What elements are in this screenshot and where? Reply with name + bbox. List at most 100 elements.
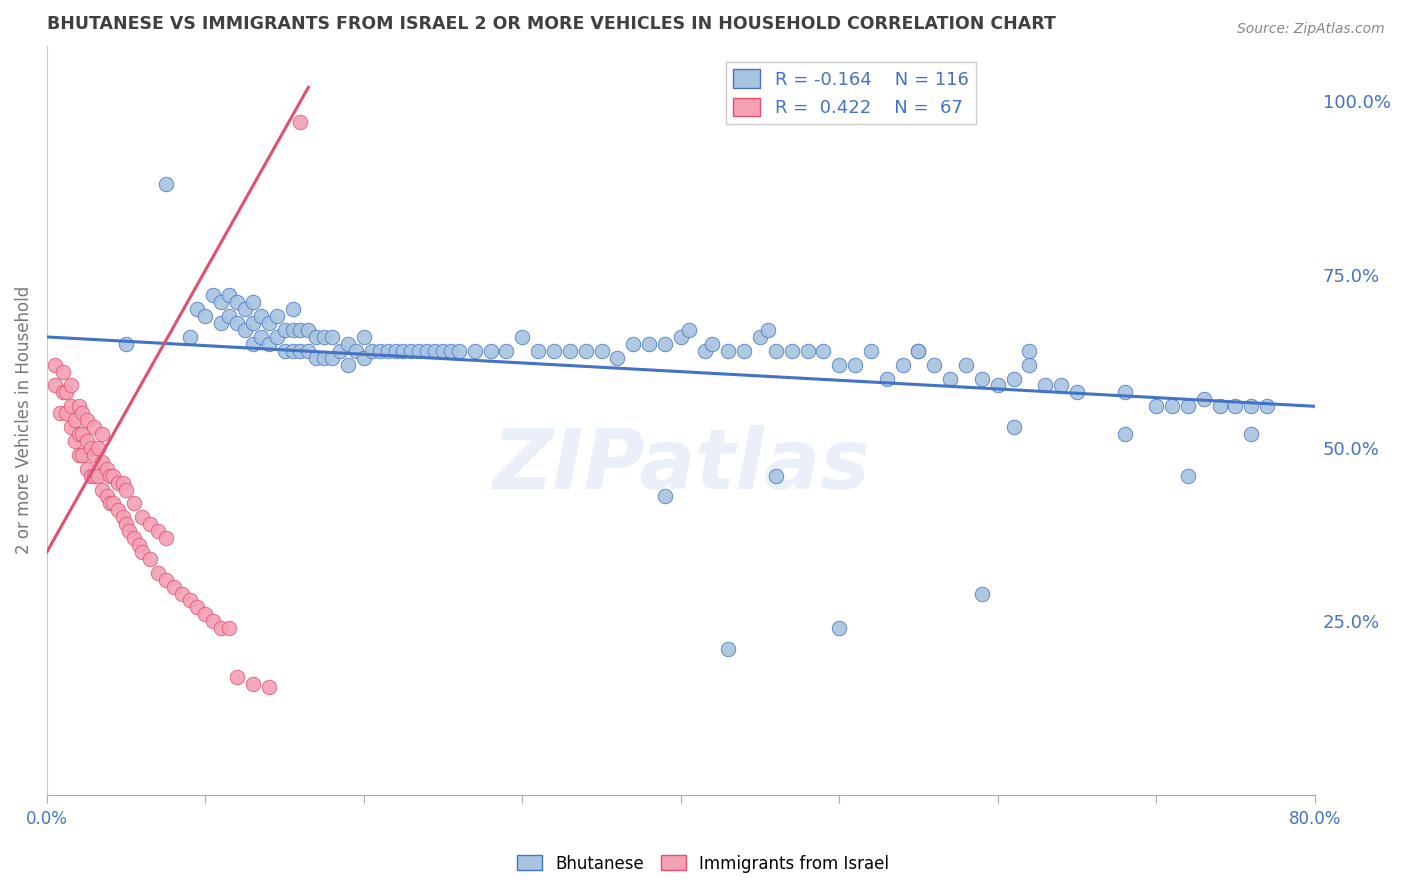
- Point: [131, 510, 153, 524]
- Point: [558, 343, 581, 358]
- Point: [1161, 399, 1184, 413]
- Point: [290, 115, 312, 129]
- Point: [290, 323, 312, 337]
- Point: [669, 330, 692, 344]
- Point: [290, 343, 312, 358]
- Point: [1144, 399, 1167, 413]
- Point: [273, 323, 295, 337]
- Point: [717, 642, 740, 657]
- Point: [55, 385, 77, 400]
- Point: [107, 503, 129, 517]
- Point: [606, 351, 628, 365]
- Point: [765, 343, 787, 358]
- Point: [765, 468, 787, 483]
- Point: [59, 378, 82, 392]
- Point: [717, 343, 740, 358]
- Point: [146, 566, 169, 580]
- Point: [111, 475, 134, 490]
- Point: [907, 343, 929, 358]
- Point: [48, 406, 70, 420]
- Point: [70, 427, 93, 442]
- Point: [693, 343, 716, 358]
- Point: [44, 358, 66, 372]
- Point: [202, 615, 225, 629]
- Point: [360, 343, 382, 358]
- Point: [314, 330, 336, 344]
- Point: [987, 378, 1010, 392]
- Point: [186, 600, 208, 615]
- Point: [115, 337, 138, 351]
- Point: [859, 343, 882, 358]
- Point: [242, 676, 264, 690]
- Point: [86, 468, 108, 483]
- Point: [344, 343, 367, 358]
- Point: [96, 461, 118, 475]
- Point: [1002, 420, 1025, 434]
- Point: [1256, 399, 1278, 413]
- Point: [1177, 399, 1199, 413]
- Point: [170, 586, 193, 600]
- Point: [495, 343, 517, 358]
- Point: [209, 295, 232, 310]
- Point: [377, 343, 399, 358]
- Point: [103, 468, 125, 483]
- Point: [65, 413, 87, 427]
- Point: [891, 358, 914, 372]
- Point: [111, 510, 134, 524]
- Point: [924, 358, 946, 372]
- Point: [796, 343, 818, 358]
- Point: [139, 552, 162, 566]
- Point: [1002, 371, 1025, 385]
- Point: [202, 288, 225, 302]
- Point: [128, 538, 150, 552]
- Point: [98, 468, 121, 483]
- Point: [423, 343, 446, 358]
- Point: [59, 420, 82, 434]
- Point: [305, 351, 328, 365]
- Point: [103, 496, 125, 510]
- Point: [321, 351, 343, 365]
- Point: [218, 621, 240, 635]
- Point: [218, 288, 240, 302]
- Point: [970, 371, 993, 385]
- Y-axis label: 2 or more Vehicles in Household: 2 or more Vehicles in Household: [15, 286, 32, 554]
- Point: [1114, 385, 1136, 400]
- Point: [242, 316, 264, 330]
- Point: [384, 343, 406, 358]
- Point: [209, 621, 232, 635]
- Text: ZIPatlas: ZIPatlas: [492, 425, 870, 506]
- Point: [91, 455, 114, 469]
- Point: [297, 323, 319, 337]
- Point: [266, 309, 288, 323]
- Point: [226, 316, 249, 330]
- Point: [1114, 427, 1136, 442]
- Point: [1066, 385, 1088, 400]
- Point: [266, 330, 288, 344]
- Point: [233, 302, 256, 317]
- Point: [273, 343, 295, 358]
- Point: [1208, 399, 1230, 413]
- Point: [209, 316, 232, 330]
- Point: [194, 309, 217, 323]
- Point: [91, 483, 114, 497]
- Point: [955, 358, 977, 372]
- Point: [1225, 399, 1247, 413]
- Point: [155, 531, 177, 545]
- Point: [139, 517, 162, 532]
- Point: [67, 427, 90, 442]
- Point: [813, 343, 835, 358]
- Point: [186, 302, 208, 317]
- Point: [1177, 468, 1199, 483]
- Point: [1192, 392, 1215, 407]
- Point: [297, 343, 319, 358]
- Point: [575, 343, 598, 358]
- Point: [91, 427, 114, 442]
- Point: [440, 343, 463, 358]
- Point: [242, 295, 264, 310]
- Point: [242, 337, 264, 351]
- Point: [780, 343, 803, 358]
- Point: [1018, 343, 1040, 358]
- Point: [67, 399, 90, 413]
- Point: [1240, 399, 1263, 413]
- Point: [638, 337, 661, 351]
